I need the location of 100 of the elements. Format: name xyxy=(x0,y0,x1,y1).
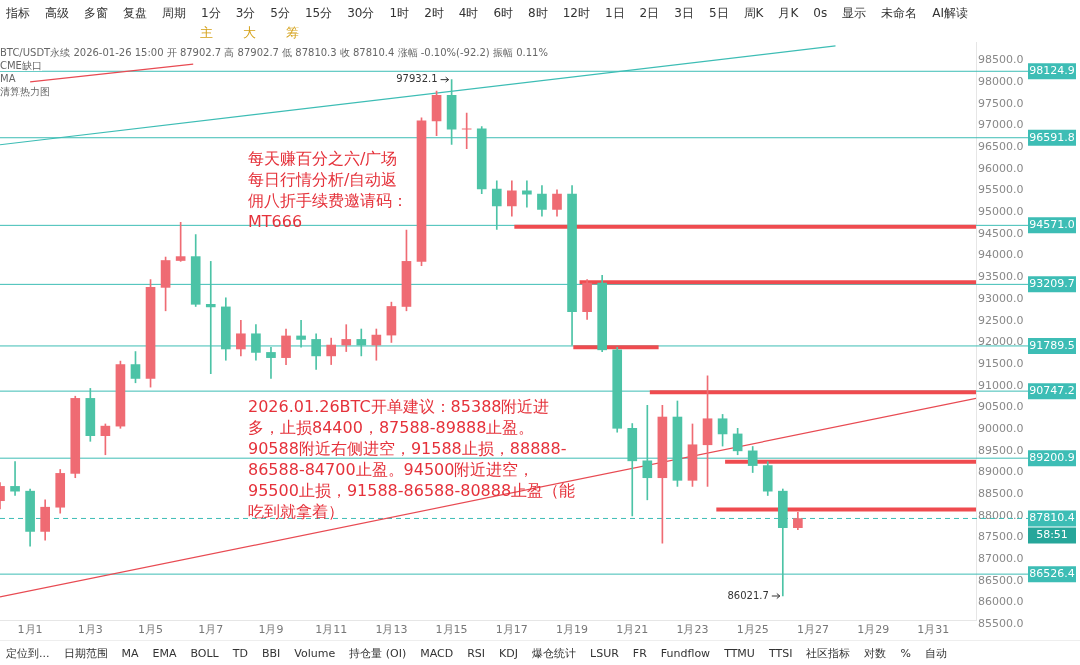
y-tick-label: 92000.0 xyxy=(978,335,1024,349)
text: TD xyxy=(232,647,248,660)
text: LSUR xyxy=(590,647,619,660)
text: 周期 xyxy=(162,4,186,22)
y-tick-label: 88500.0 xyxy=(978,486,1024,500)
text: 多窗 xyxy=(84,4,108,22)
text: KDJ xyxy=(499,647,519,660)
text: 对数 xyxy=(864,646,887,661)
ref-line-label: 91789.5 xyxy=(1029,338,1075,352)
text: 复盘 xyxy=(123,4,147,22)
y-tick-label: 94500.0 xyxy=(978,226,1024,240)
x-tick-label: 1月13 xyxy=(375,623,408,637)
y-tick-label: 96000.0 xyxy=(978,161,1024,175)
text: 筹 xyxy=(286,25,299,42)
x-tick-label: 1月5 xyxy=(138,623,164,637)
x-tick-label: 1月15 xyxy=(435,623,468,637)
text: Volume xyxy=(294,647,336,660)
text: 1时 xyxy=(389,4,410,22)
text: 主 xyxy=(200,25,213,42)
x-tick-label: 1月9 xyxy=(258,623,284,637)
text: 未命名 xyxy=(881,4,918,22)
y-tick-label: 95000.0 xyxy=(978,205,1024,219)
x-tick-label: 1月7 xyxy=(198,623,224,637)
text: 3日 xyxy=(674,4,694,22)
text: 月K xyxy=(778,4,799,22)
x-tick-label: 1月17 xyxy=(495,623,528,637)
ref-line-label: 98124.9 xyxy=(1029,64,1075,78)
text: 持仓量 (OI) xyxy=(349,646,407,661)
text: 自动 xyxy=(924,646,947,661)
text: 高级 xyxy=(45,4,69,22)
annotation: 97932.1 xyxy=(396,73,438,85)
text: 0s xyxy=(813,6,828,20)
text: AI解读 xyxy=(932,4,968,22)
text: % xyxy=(900,647,911,660)
x-tick-label: 1月31 xyxy=(917,623,950,637)
text: FR xyxy=(632,647,647,660)
text: 3分 xyxy=(235,4,256,22)
y-tick-label: 97000.0 xyxy=(978,118,1024,132)
text: 爆仓统计 xyxy=(532,646,577,661)
y-tick-label: 89500.0 xyxy=(978,443,1024,457)
text: BBI xyxy=(261,647,281,660)
text: 1分 xyxy=(201,4,221,22)
x-tick-label: 1月19 xyxy=(556,623,589,637)
y-tick-label: 85500.0 xyxy=(978,616,1024,630)
x-tick-label: 1月25 xyxy=(736,623,769,637)
y-tick-label: 88000.0 xyxy=(978,508,1024,522)
text: 2日 xyxy=(639,4,660,22)
text: 周K xyxy=(743,4,764,22)
text: BTC/USDT永续 xyxy=(0,47,71,58)
text: 8时 xyxy=(528,4,548,22)
x-tick-label: 1月29 xyxy=(857,623,890,637)
ref-line-label: 89200.9 xyxy=(1029,451,1075,465)
text: 5分 xyxy=(270,4,290,22)
y-tick-label: 96500.0 xyxy=(978,140,1024,154)
y-tick-label: 91500.0 xyxy=(978,356,1024,370)
y-tick-label: 86500.0 xyxy=(978,573,1024,587)
x-tick-label: 1月11 xyxy=(315,623,348,637)
annotation: 清算热力图 xyxy=(0,86,50,97)
x-tick-label: 1月21 xyxy=(616,623,649,637)
annotation: MA xyxy=(0,73,16,84)
ref-line-label: 93209.7 xyxy=(1029,277,1075,291)
x-tick-label: 1月27 xyxy=(796,623,829,637)
text: MACD xyxy=(420,647,454,660)
x-tick-label: 1月1 xyxy=(17,623,43,637)
text: 大 xyxy=(243,25,256,42)
y-tick-label: 87000.0 xyxy=(978,551,1024,565)
text: 1日 xyxy=(604,4,625,22)
text: 指标 xyxy=(6,4,30,22)
text: EMA xyxy=(152,647,177,660)
text: 4时 xyxy=(458,4,479,22)
annotation: 86021.7 xyxy=(727,589,769,601)
text: TTSI xyxy=(768,647,793,660)
y-tick-label: 87500.0 xyxy=(978,530,1024,544)
text: 定位到... xyxy=(6,646,50,661)
text: Fundflow xyxy=(660,647,711,660)
y-tick-label: 92500.0 xyxy=(978,313,1024,327)
y-tick-label: 89000.0 xyxy=(978,465,1024,479)
y-tick-label: 90000.0 xyxy=(978,421,1024,435)
y-tick-label: 95500.0 xyxy=(978,183,1024,197)
y-tick-label: 98000.0 xyxy=(978,75,1024,89)
ref-line-label: 96591.8 xyxy=(1029,130,1075,144)
y-tick-label: 93000.0 xyxy=(978,291,1024,305)
text: 12时 xyxy=(562,4,590,22)
text: 社区指标 xyxy=(806,646,851,661)
text: 日期范围 xyxy=(63,646,108,661)
ref-line-label: 86526.4 xyxy=(1029,566,1075,580)
x-tick-label: 1月23 xyxy=(676,623,709,637)
text: BOLL xyxy=(190,647,219,660)
y-tick-label: 90500.0 xyxy=(978,400,1024,414)
annotation: CME缺口 xyxy=(0,60,42,71)
text: TTMU xyxy=(724,647,755,660)
y-tick-label: 98500.0 xyxy=(978,53,1024,67)
ref-line-label: 94571.0 xyxy=(1029,218,1075,232)
ref-line-label: 87810.4 xyxy=(1029,511,1075,525)
text: RSI xyxy=(467,647,486,660)
text: 5日 xyxy=(708,4,729,22)
text: 2时 xyxy=(424,4,444,22)
text: 58:51 xyxy=(1036,528,1068,542)
text: 30分 xyxy=(347,4,375,22)
ref-line-label: 90747.2 xyxy=(1029,383,1075,397)
